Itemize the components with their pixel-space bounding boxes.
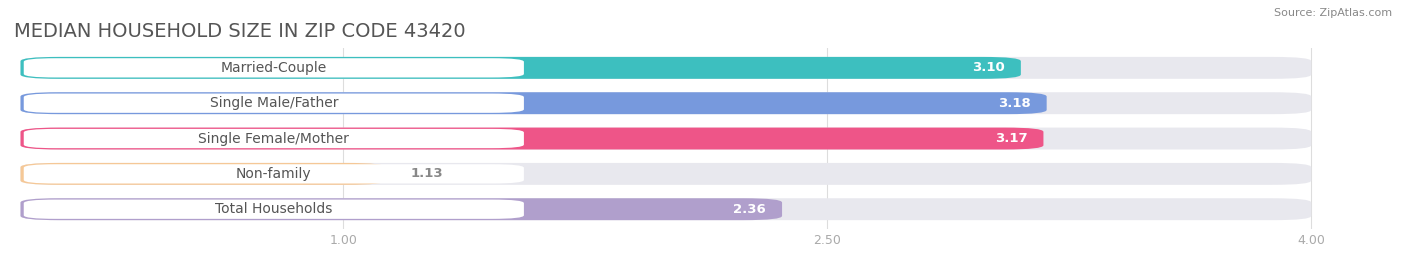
FancyBboxPatch shape <box>21 128 1312 150</box>
FancyBboxPatch shape <box>24 129 524 148</box>
FancyBboxPatch shape <box>24 200 524 219</box>
FancyBboxPatch shape <box>21 92 1046 114</box>
FancyBboxPatch shape <box>21 92 1312 114</box>
FancyBboxPatch shape <box>21 57 1021 79</box>
FancyBboxPatch shape <box>21 57 1312 79</box>
Text: 3.17: 3.17 <box>994 132 1028 145</box>
Text: 2.36: 2.36 <box>733 203 766 216</box>
FancyBboxPatch shape <box>21 198 782 220</box>
Text: 3.18: 3.18 <box>998 97 1031 110</box>
Text: Total Households: Total Households <box>215 202 332 216</box>
Text: Non-family: Non-family <box>236 167 312 181</box>
FancyBboxPatch shape <box>24 94 524 113</box>
FancyBboxPatch shape <box>24 58 524 77</box>
Text: Single Female/Mother: Single Female/Mother <box>198 132 349 146</box>
Text: Source: ZipAtlas.com: Source: ZipAtlas.com <box>1274 8 1392 18</box>
FancyBboxPatch shape <box>21 163 1312 185</box>
FancyBboxPatch shape <box>21 128 1043 150</box>
Text: Married-Couple: Married-Couple <box>221 61 328 75</box>
Text: 1.13: 1.13 <box>411 167 443 180</box>
FancyBboxPatch shape <box>21 198 1312 220</box>
FancyBboxPatch shape <box>24 164 524 183</box>
Text: Single Male/Father: Single Male/Father <box>209 96 337 110</box>
FancyBboxPatch shape <box>21 163 385 185</box>
Text: 3.10: 3.10 <box>972 61 1005 74</box>
Text: MEDIAN HOUSEHOLD SIZE IN ZIP CODE 43420: MEDIAN HOUSEHOLD SIZE IN ZIP CODE 43420 <box>14 22 465 41</box>
